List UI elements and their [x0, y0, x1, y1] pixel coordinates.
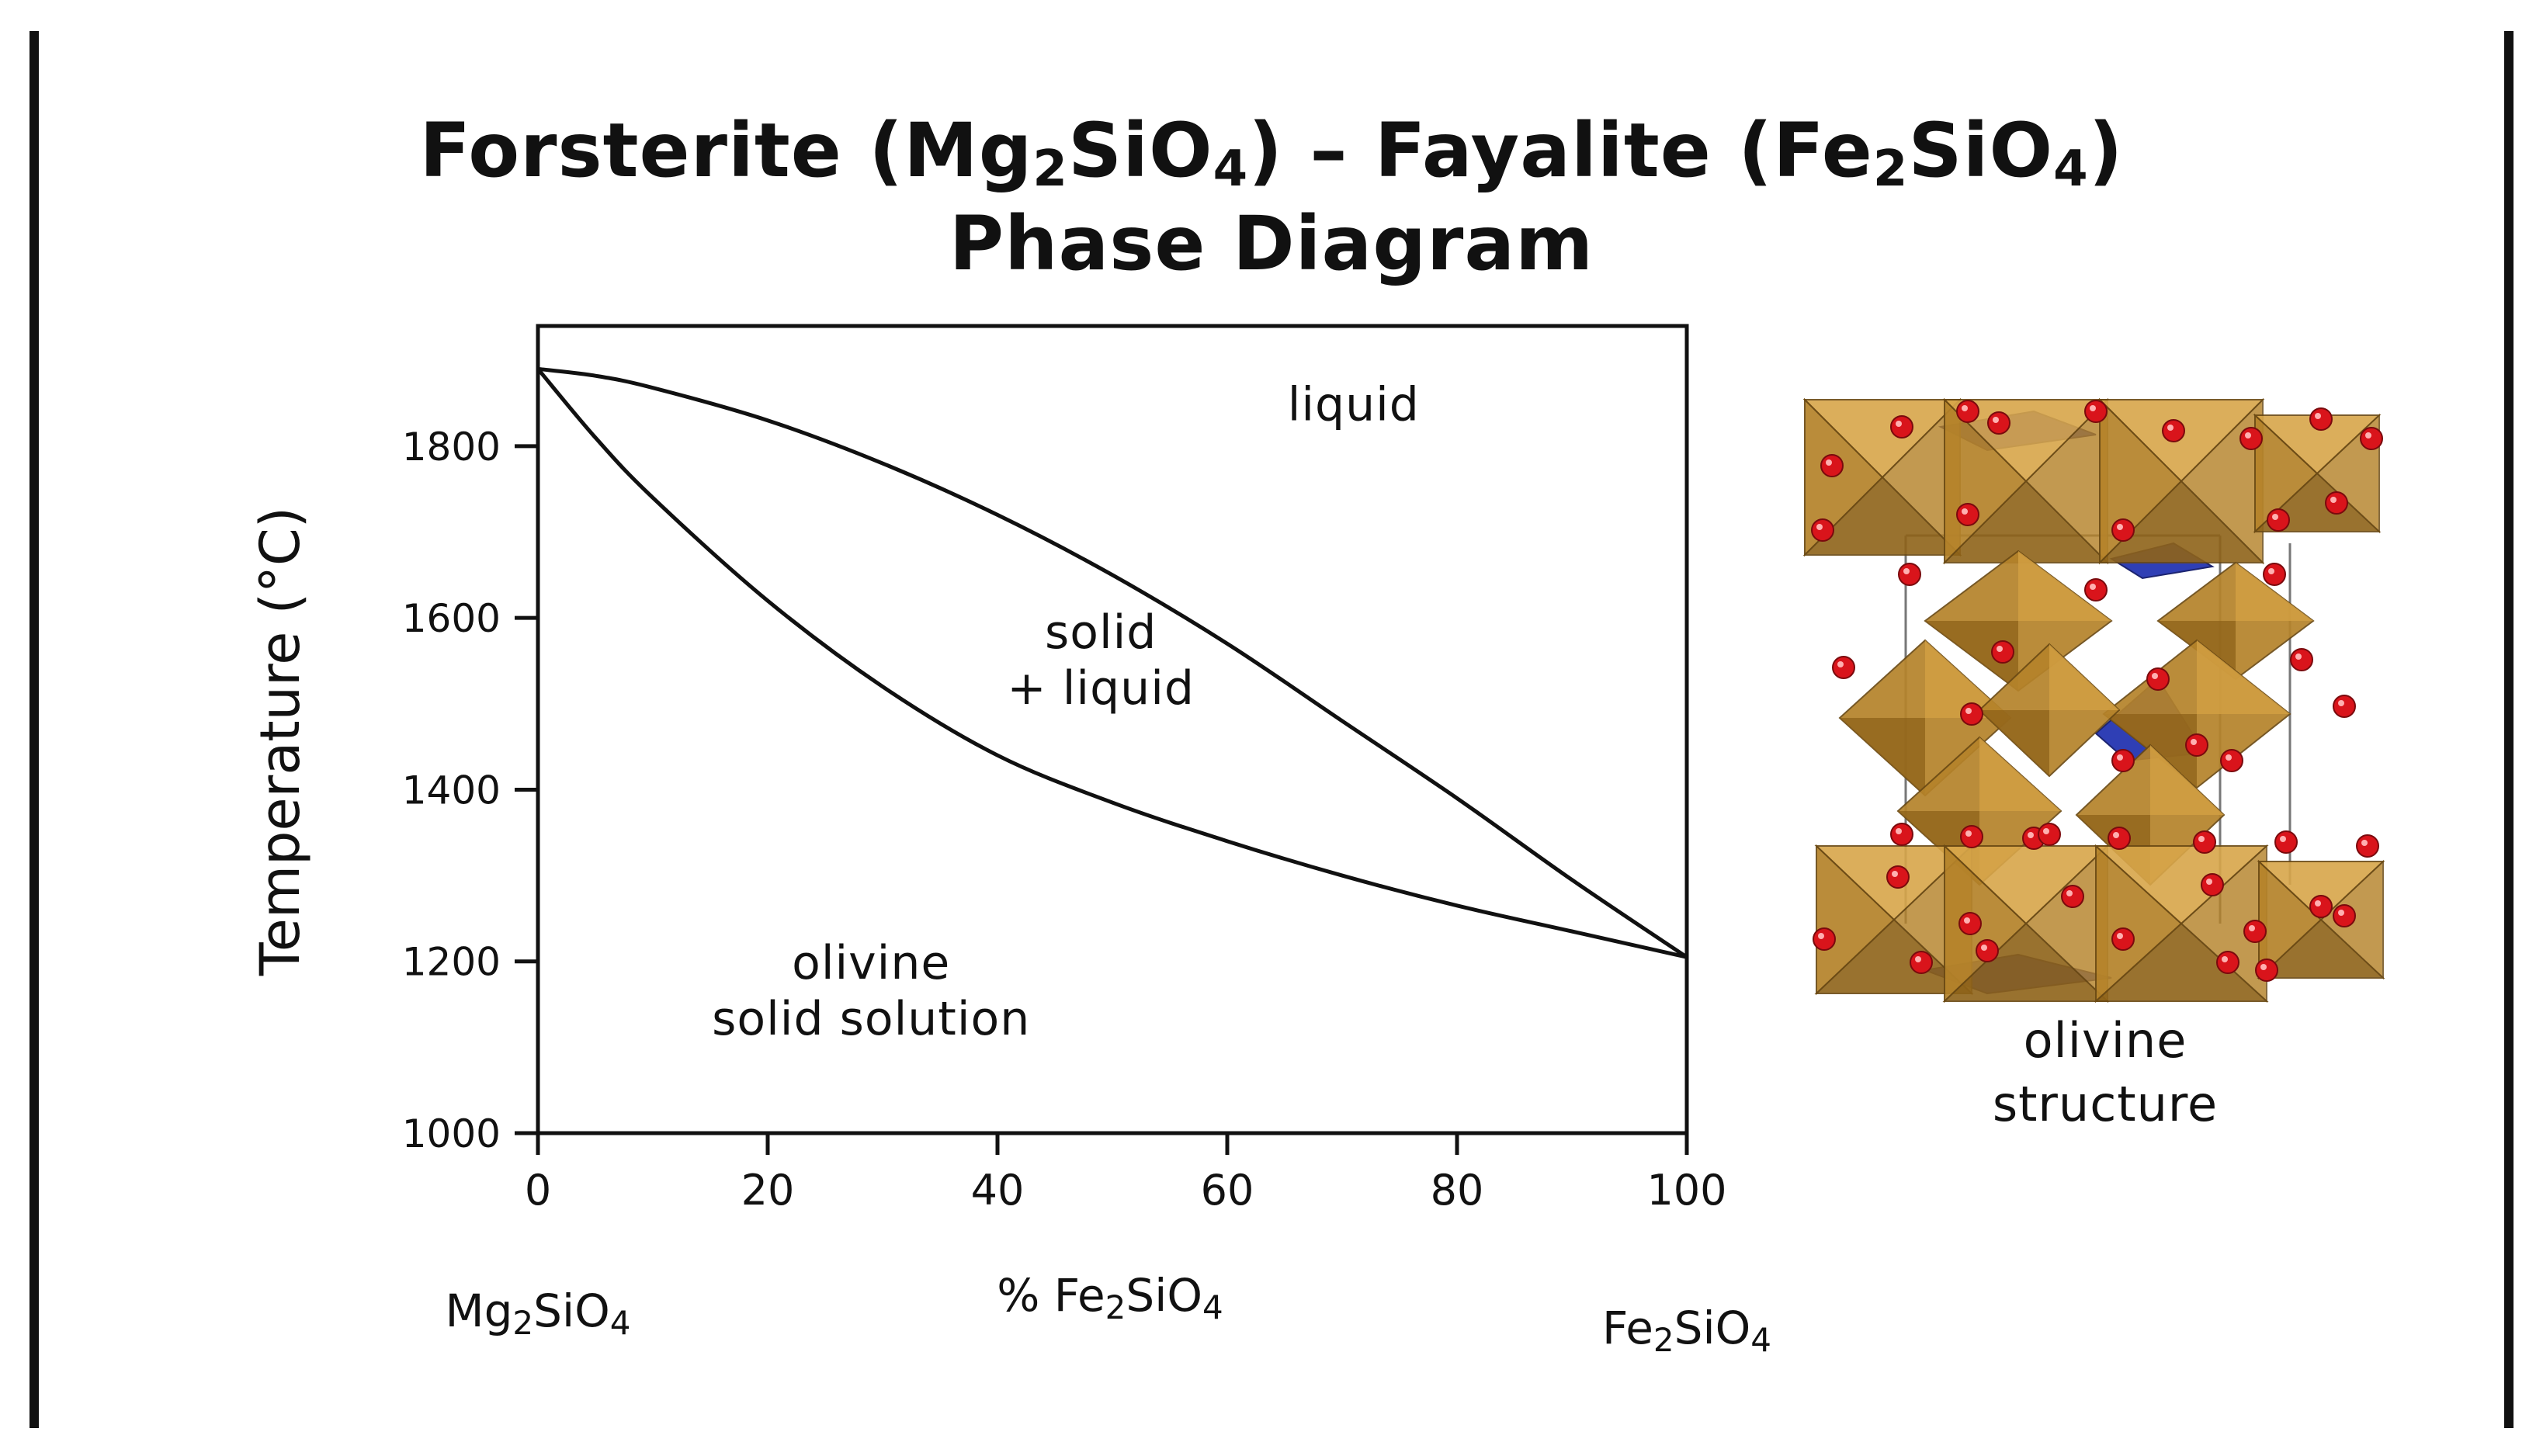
x-tick-label-40: 40 [971, 1166, 1025, 1215]
oxygen-atom [2111, 927, 2135, 951]
chart-title-line-2: Phase Diagram [949, 200, 1594, 287]
oxygen-atom [2038, 823, 2061, 846]
oxygen-atom [2084, 400, 2108, 423]
x-tick-label-20: 20 [741, 1166, 795, 1215]
chart-title-line-1: Forsterite (Mg2SiO4) – Fayalite (Fe2SiO4… [419, 107, 2124, 198]
plot-frame [536, 324, 1689, 1135]
octahedron-13 [1942, 844, 2110, 1004]
oxygen-atom [2309, 407, 2333, 431]
oxygen-atom [2216, 951, 2239, 974]
x-end-label-right: Fe2SiO4 [1602, 1302, 1771, 1359]
y-tick-label-1000: 1000 [402, 1111, 501, 1156]
oxygen-atom [1886, 865, 1910, 889]
oxygen-atom [1976, 939, 1999, 962]
oxygen-atom [1832, 656, 1855, 679]
region-label-solid_liquid: solid + liquid [1007, 605, 1195, 716]
oxygen-atom [2290, 648, 2313, 671]
octahedron-5 [1924, 549, 2113, 692]
y-tick-label-1400: 1400 [402, 768, 501, 813]
oxygen-atom [2220, 749, 2243, 772]
oxygen-atom [2084, 578, 2108, 601]
oxygen-atom [2185, 733, 2208, 757]
olivine-structure-image [1802, 397, 2385, 1004]
oxygen-atom [1811, 518, 1834, 542]
oxygen-atom [1987, 411, 2010, 435]
oxygen-atom [1960, 825, 1983, 848]
octahedron-15 [2257, 859, 2385, 980]
solidus-curve [536, 367, 1688, 959]
left-border-bar [29, 31, 39, 1428]
oxygen-atom [2356, 834, 2379, 858]
octahedron-9 [1978, 643, 2121, 778]
y-tick-label-1200: 1200 [402, 940, 501, 985]
oxygen-atom [2333, 695, 2356, 718]
structure-caption-line-1: olivine [2023, 1012, 2187, 1069]
oxygen-atom [2146, 667, 2170, 691]
oxygen-atom [2108, 827, 2131, 850]
oxygen-atom [1958, 912, 1982, 935]
oxygen-atom [2325, 491, 2348, 515]
oxygen-atom [2267, 508, 2290, 532]
y-tick-label-1800: 1800 [402, 425, 501, 470]
oxygen-atom [2239, 427, 2263, 450]
liquidus-curve [537, 366, 1688, 959]
oxygen-atom [2333, 904, 2356, 927]
y-tick-label-1600: 1600 [402, 596, 501, 641]
oxygen-atom [2111, 518, 2135, 542]
oxygen-atom [2360, 427, 2383, 450]
structure-caption-line-2: structure [1992, 1076, 2219, 1132]
oxygen-atom [2255, 959, 2278, 982]
oxygen-atom [2193, 830, 2216, 854]
oxygen-atom [1960, 702, 1983, 726]
region-label-liquid: liquid [1288, 378, 1420, 432]
oxygen-atom [1991, 640, 2014, 664]
x-tick-label-60: 60 [1201, 1166, 1254, 1215]
x-tick-label-100: 100 [1646, 1166, 1726, 1215]
x-axis-label: % Fe2SiO4 [997, 1269, 1223, 1326]
oxygen-atom [2061, 885, 2084, 908]
oxygen-atom [2309, 895, 2333, 918]
octahedron-1 [1802, 397, 1962, 557]
structure-caption: olivine structure [1993, 1009, 2218, 1136]
oxygen-atom [1956, 503, 1979, 526]
oxygen-atom [1820, 454, 1844, 477]
oxygen-atom [2274, 830, 2298, 854]
oxygen-atom [1813, 927, 1836, 951]
oxygen-atom [2162, 419, 2185, 442]
oxygen-atom [1910, 951, 1933, 974]
oxygen-atom [1890, 415, 1913, 439]
region-label-olivine: olivine solid solution [712, 936, 1030, 1046]
oxygen-atom [2243, 920, 2267, 943]
octahedron-14 [2094, 844, 2269, 1004]
oxygen-atom [2111, 749, 2135, 772]
x-end-label-left: Mg2SiO4 [445, 1284, 631, 1342]
y-axis-label: Temperature (°C) [248, 507, 312, 976]
oxygen-atom [1898, 563, 1921, 586]
octahedron-2 [1942, 397, 2110, 565]
x-tick-label-0: 0 [525, 1166, 551, 1215]
x-tick-label-80: 80 [1431, 1166, 1484, 1215]
oxygen-atom [1956, 400, 1979, 423]
oxygen-atom [1890, 823, 1913, 846]
oxygen-atom [2263, 563, 2286, 586]
right-border-bar [2504, 31, 2514, 1428]
oxygen-atom [2201, 873, 2224, 896]
